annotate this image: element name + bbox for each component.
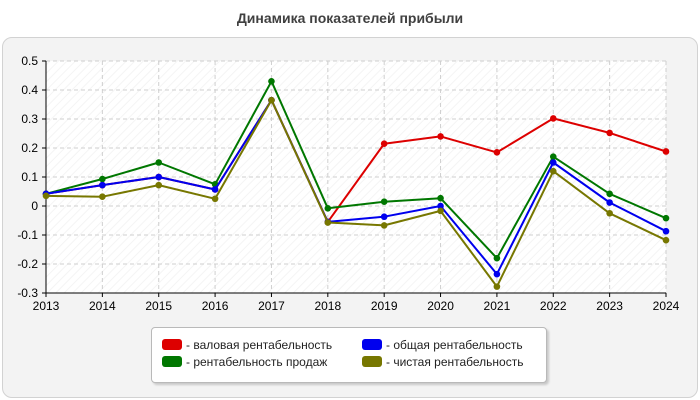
- data-point: [155, 181, 163, 189]
- data-point: [549, 153, 557, 160]
- data-point: [380, 222, 388, 229]
- series-line: [45, 99, 667, 288]
- legend-item-sales: - рентабельность продаж: [162, 354, 327, 370]
- data-point: [437, 202, 444, 210]
- y-tick-label: 0.5: [21, 54, 38, 68]
- data-point: [380, 140, 388, 147]
- y-tick-label: 0.3: [21, 112, 38, 126]
- data-point: [549, 115, 557, 122]
- legend-swatch-net: [362, 356, 382, 367]
- x-tick-label: 2024: [653, 299, 680, 313]
- data-point: [155, 159, 163, 166]
- chart-legend: - валовая рентабельность - общая рентабе…: [151, 327, 547, 383]
- x-tick-label: 2018: [314, 299, 341, 313]
- series-line: [45, 99, 667, 276]
- chart-title: Динамика показателей прибыли: [236, 10, 464, 26]
- y-tick-label: 0.2: [21, 141, 38, 155]
- data-point: [662, 214, 670, 222]
- x-tick-label: 2017: [258, 299, 285, 313]
- legend-label-total: - общая рентабельность: [386, 338, 523, 352]
- x-tick-label: 2023: [596, 299, 623, 313]
- x-tick-label: 2022: [540, 299, 567, 313]
- legend-item-total: - общая рентабельность: [362, 337, 523, 353]
- y-tick-label: -0.1: [17, 228, 38, 242]
- axes: [42, 60, 667, 297]
- series-line: [45, 80, 667, 260]
- legend-swatch-gross: [162, 339, 182, 350]
- data-point: [549, 159, 557, 166]
- data-point: [606, 209, 613, 217]
- data-point: [324, 205, 332, 212]
- x-tick-label: 2020: [427, 299, 454, 313]
- data-point: [437, 194, 444, 202]
- data-point: [606, 190, 613, 198]
- series-3: [42, 96, 670, 290]
- x-tick-label: 2016: [202, 299, 229, 313]
- x-tick-label: 2015: [145, 299, 172, 313]
- x-tick-label: 2021: [484, 299, 511, 313]
- legend-item-gross: - валовая рентабельность: [162, 337, 332, 353]
- series-2: [42, 96, 670, 278]
- y-tick-label: 0.1: [21, 170, 38, 184]
- data-point: [437, 133, 444, 140]
- legend-label-sales: - рентабельность продаж: [186, 355, 328, 369]
- data-point: [493, 149, 501, 156]
- data-point: [662, 236, 670, 244]
- y-tick-label: 0.4: [21, 83, 38, 97]
- data-point: [606, 199, 613, 206]
- data-point: [437, 207, 444, 215]
- legend-item-net: - чистая рентабельность: [362, 354, 523, 370]
- data-point: [268, 96, 275, 104]
- x-tick-label: 2019: [371, 299, 398, 313]
- y-tick-label: -0.2: [17, 257, 38, 271]
- data-point: [42, 192, 50, 200]
- data-point: [493, 283, 501, 290]
- x-tick-label: 2014: [89, 299, 116, 313]
- data-point: [662, 148, 670, 155]
- data-point: [380, 213, 388, 221]
- legend-swatch-sales: [162, 356, 182, 367]
- legend-swatch-total: [362, 339, 382, 350]
- data-point: [380, 198, 388, 205]
- data-point: [99, 175, 106, 183]
- x-tick-label: 2013: [33, 299, 60, 313]
- data-point: [99, 193, 106, 201]
- data-point: [211, 195, 219, 203]
- data-point: [662, 227, 670, 235]
- y-tick-label: 0: [31, 199, 38, 213]
- data-point: [324, 219, 332, 226]
- tick-labels: -0.3 -0.2 -0.1 0 0.1 0.2 0.3 0.4 0.5 2013 2014 2015…: [17, 54, 679, 313]
- data-point: [99, 181, 106, 189]
- data-point: [155, 173, 163, 181]
- data-point: [493, 270, 501, 278]
- data-point: [493, 254, 501, 262]
- data-point: [606, 129, 613, 137]
- series-layer: [42, 78, 670, 290]
- data-point: [211, 186, 219, 193]
- legend-label-net: - чистая рентабельность: [386, 355, 524, 369]
- y-tick-label: -0.3: [17, 286, 38, 300]
- data-point: [549, 167, 557, 175]
- legend-label-gross: - валовая рентабельность: [186, 338, 333, 352]
- data-point: [268, 78, 275, 85]
